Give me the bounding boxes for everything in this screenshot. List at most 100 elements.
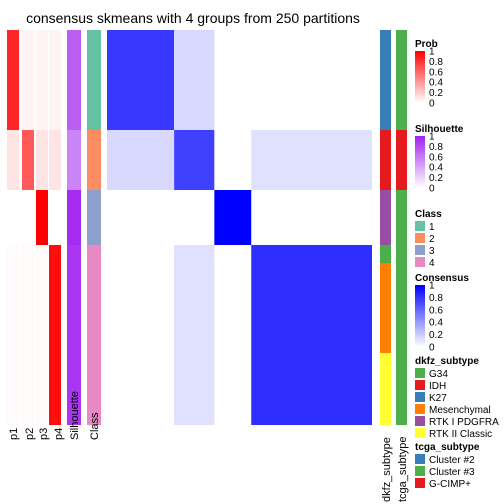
legend-dkfz-swatch-4	[415, 416, 425, 426]
class-cell-2	[87, 130, 101, 190]
legend-silhouette-tick-2: 0.6	[429, 152, 443, 163]
legend-tcga-label-2: G-CIMP+	[429, 479, 471, 490]
tcga-cell-class2	[396, 130, 407, 190]
legend-prob-tick-0: 1	[429, 47, 435, 58]
legend-class-label-2: 3	[429, 246, 435, 257]
tcga-subtype-column	[396, 30, 407, 425]
legend-class-swatch-0	[415, 221, 425, 231]
prob-cell-p4-class2	[49, 130, 61, 190]
dkfz-cell-class2	[380, 130, 391, 190]
dkfz-cell-class4-b	[380, 263, 391, 353]
legend-dkfz-swatch-2	[415, 392, 425, 402]
prob-cell-p4-class4	[49, 245, 61, 425]
col-label-p2: p2	[24, 428, 36, 440]
legend-tcga-swatch-1	[415, 466, 425, 476]
legend-tcga-label-1: Cluster #3	[429, 467, 475, 478]
legend-class-label-0: 1	[429, 222, 435, 233]
col-label-tcga-subtype: tcga_subtype	[397, 437, 409, 502]
dkfz-cell-class4-c	[380, 353, 391, 425]
legend-tcga-swatch-2	[415, 478, 425, 488]
legend-tcga-title: tcga_subtype	[415, 442, 480, 453]
legend-dkfz-title: dkfz_subtype	[415, 356, 479, 367]
class-column	[87, 30, 101, 425]
prob-cell-p1-class2	[7, 130, 19, 190]
consensus-block-3-1	[174, 245, 215, 425]
legend-consensus-gradient	[415, 285, 425, 347]
legend-dkfz-swatch-0	[415, 368, 425, 378]
legend-consensus-tick-3: 0.4	[429, 318, 443, 329]
consensus-block-0-1	[174, 30, 215, 130]
legend-consensus-tick-1: 0.8	[429, 293, 443, 304]
class-cell-4	[87, 245, 101, 425]
probability-columns	[7, 30, 61, 425]
legend-silhouette-tick-3: 0.4	[429, 163, 443, 174]
col-label-class: Class	[89, 412, 101, 440]
dkfz-cell-class3	[380, 190, 391, 245]
prob-cell-p1-class3	[7, 190, 19, 245]
legend-consensus-tick-0: 1	[429, 281, 435, 292]
col-label-dkfz-subtype: dkfz_subtype	[381, 437, 393, 502]
legend-prob-tick-2: 0.6	[429, 67, 443, 78]
consensus-block-3-3	[251, 245, 372, 425]
legend-tcga-swatch-0	[415, 454, 425, 464]
consensus-block-1-0	[107, 130, 175, 190]
legend-consensus-tick-5: 0	[429, 343, 435, 354]
legend-class-title: Class	[415, 209, 442, 220]
legend-dkfz-label-4: RTK I PDGFRA	[429, 417, 499, 428]
legend-prob-tick-1: 0.8	[429, 57, 443, 68]
silhouette-cell-class2	[67, 130, 81, 190]
consensus-block-2-2	[214, 190, 252, 245]
chart-title: consensus skmeans with 4 groups from 250…	[26, 10, 360, 26]
legend-prob-tick-3: 0.4	[429, 78, 443, 89]
legend-consensus-tick-2: 0.6	[429, 305, 443, 316]
col-label-p3: p3	[38, 428, 50, 440]
legend-class-swatch-2	[415, 245, 425, 255]
prob-cell-p2-class2	[22, 130, 34, 190]
legend-silhouette-title: Silhouette	[415, 124, 464, 135]
legend-dkfz-swatch-3	[415, 404, 425, 414]
consensus-block-1-1	[174, 130, 215, 190]
prob-cell-p4-class3	[49, 190, 61, 245]
prob-cell-p1-class4	[7, 245, 19, 425]
legend-silhouette-gradient	[415, 136, 425, 188]
legend-silhouette-tick-4: 0.2	[429, 173, 443, 184]
legend-class-swatch-3	[415, 257, 425, 267]
dkfz-cell-class1	[380, 30, 391, 130]
tcga-cell-class3	[396, 190, 407, 245]
legend-prob-tick-5: 0	[429, 99, 435, 110]
legend-consensus-tick-4: 0.2	[429, 330, 443, 341]
consensus-block-1-3	[251, 130, 372, 190]
class-cell-3	[87, 190, 101, 245]
tcga-cell-class4	[396, 245, 407, 425]
col-label-p1: p1	[8, 428, 20, 440]
legend-silhouette-tick-5: 0	[429, 184, 435, 195]
legend-dkfz-label-2: K27	[429, 393, 447, 404]
legend-prob-tick-4: 0.2	[429, 88, 443, 99]
legend-dkfz-label-1: IDH	[429, 381, 446, 392]
prob-cell-p2-class1	[22, 30, 34, 130]
silhouette-cell-class3	[67, 190, 81, 245]
legend-class-label-1: 2	[429, 234, 435, 245]
legend-prob-gradient	[415, 51, 425, 103]
legend-dkfz-swatch-1	[415, 380, 425, 390]
dkfz-cell-class4-a	[380, 245, 391, 263]
consensus-matrix	[107, 30, 372, 425]
legend-dkfz-label-5: RTK II Classic	[429, 429, 492, 440]
prob-cell-p1-class1	[7, 30, 19, 130]
legend-silhouette-tick-0: 1	[429, 132, 435, 143]
legend-prob-title: Prob	[415, 39, 438, 50]
legend-class-swatch-1	[415, 233, 425, 243]
consensus-block-0-0	[107, 30, 175, 130]
prob-cell-p2-class4	[22, 245, 34, 425]
silhouette-cell-class1	[67, 30, 81, 130]
silhouette-cell-class4	[67, 245, 81, 425]
prob-cell-p3-class4	[36, 245, 48, 425]
legend-silhouette-tick-1: 0.8	[429, 142, 443, 153]
legend-consensus-title: Consensus	[415, 273, 469, 284]
prob-cell-p4-class1	[49, 30, 61, 130]
legend-class-label-3: 4	[429, 258, 435, 269]
legend-dkfz-label-3: Mesenchymal	[429, 405, 491, 416]
col-label-silhouette: Silhouette	[69, 391, 81, 440]
class-cell-1	[87, 30, 101, 130]
